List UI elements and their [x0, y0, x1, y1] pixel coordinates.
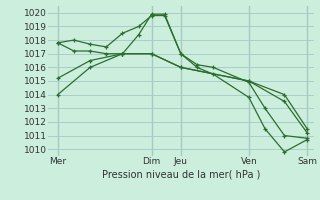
X-axis label: Pression niveau de la mer( hPa ): Pression niveau de la mer( hPa ) [102, 169, 260, 179]
